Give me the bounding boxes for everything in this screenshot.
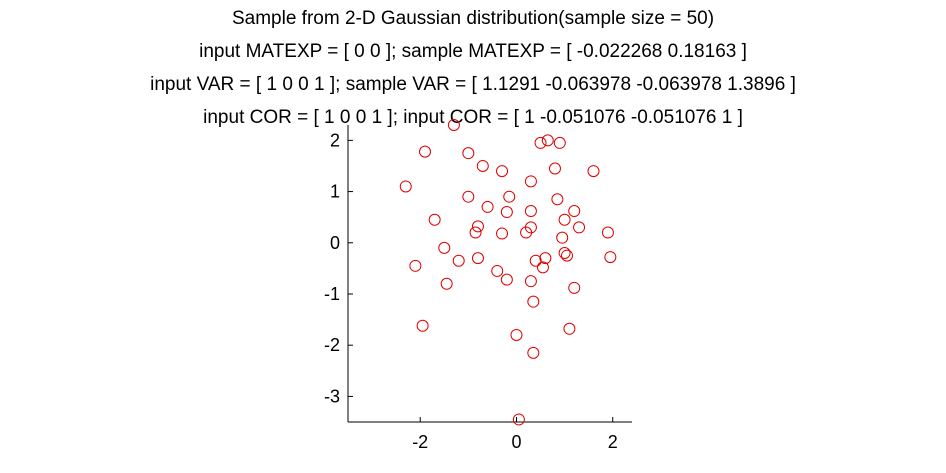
scatter-point <box>476 159 489 172</box>
chart-title-line-1: Sample from 2-D Gaussian distribution(sa… <box>231 8 715 29</box>
scatter-point <box>503 190 516 203</box>
scatter-point <box>471 252 484 265</box>
scatter-point <box>529 254 542 267</box>
scatter-point <box>558 213 571 226</box>
scatter-point <box>548 162 561 175</box>
x-tick-label: -2 <box>412 432 428 452</box>
scatter-point <box>491 264 504 277</box>
scatter-point <box>568 205 581 218</box>
scatter-point <box>500 273 513 286</box>
scatter-point <box>419 145 432 158</box>
scatter-point <box>524 205 537 218</box>
y-tick-label: 2 <box>330 130 340 150</box>
scatter-point <box>462 147 475 160</box>
scatter-point <box>563 322 576 335</box>
scatter-point <box>469 226 482 239</box>
data-points <box>399 119 617 426</box>
scatter-point <box>573 221 586 234</box>
chart-title-line-3: input VAR = [ 1 0 0 1 ]; sample VAR = [ … <box>150 74 796 95</box>
scatter-point <box>462 190 475 203</box>
y-tick-label: 0 <box>330 233 340 253</box>
scatter-point <box>541 134 554 147</box>
scatter-point <box>527 346 540 359</box>
scatter-point <box>604 251 617 264</box>
y-axis-ticks: -3 -2 -1 0 1 2 <box>324 130 353 406</box>
x-tick-label: 0 <box>511 432 521 452</box>
scatter-point <box>561 249 574 262</box>
scatter-point <box>481 200 494 213</box>
scatter-point <box>587 165 600 178</box>
scatter-point <box>452 254 465 267</box>
y-tick-label: 1 <box>330 182 340 202</box>
scatter-point <box>496 227 509 240</box>
scatter-point <box>438 241 451 254</box>
scatter-point <box>399 180 412 193</box>
x-axis-ticks: -2 0 2 <box>412 417 618 452</box>
scatter-point <box>556 231 569 244</box>
scatter-point <box>524 175 537 188</box>
scatter-point <box>524 275 537 288</box>
chart-title-line-4: input COR = [ 1 0 0 1 ]; input COR = [ 1… <box>203 107 743 128</box>
scatter-point <box>558 247 571 260</box>
chart-title-block: Sample from 2-D Gaussian distribution(sa… <box>0 0 946 133</box>
y-tick-label: -3 <box>324 386 340 406</box>
scatter-point <box>553 136 566 149</box>
scatter-point <box>536 261 549 274</box>
scatter-point <box>440 277 453 290</box>
y-tick-label: -1 <box>324 284 340 304</box>
scatter-point <box>447 119 460 131</box>
scatter-point <box>524 221 537 234</box>
scatter-point <box>428 213 441 226</box>
scatter-point <box>534 136 547 149</box>
scatter-point <box>416 319 429 332</box>
scatter-point <box>496 165 509 178</box>
x-tick-label: 2 <box>608 432 618 452</box>
scatter-point <box>527 295 540 308</box>
scatter-point <box>471 220 484 233</box>
scatter-point <box>409 259 422 272</box>
scatter-point <box>551 193 564 206</box>
scatter-point <box>539 252 552 265</box>
scatter-point <box>568 281 581 294</box>
chart-title-line-2: input MATEXP = [ 0 0 ]; sample MATEXP = … <box>199 41 747 62</box>
y-tick-label: -2 <box>324 335 340 355</box>
scatter-point <box>601 226 614 239</box>
scatter-point <box>510 328 523 341</box>
scatter-point <box>512 413 525 426</box>
scatter-point <box>500 206 513 219</box>
